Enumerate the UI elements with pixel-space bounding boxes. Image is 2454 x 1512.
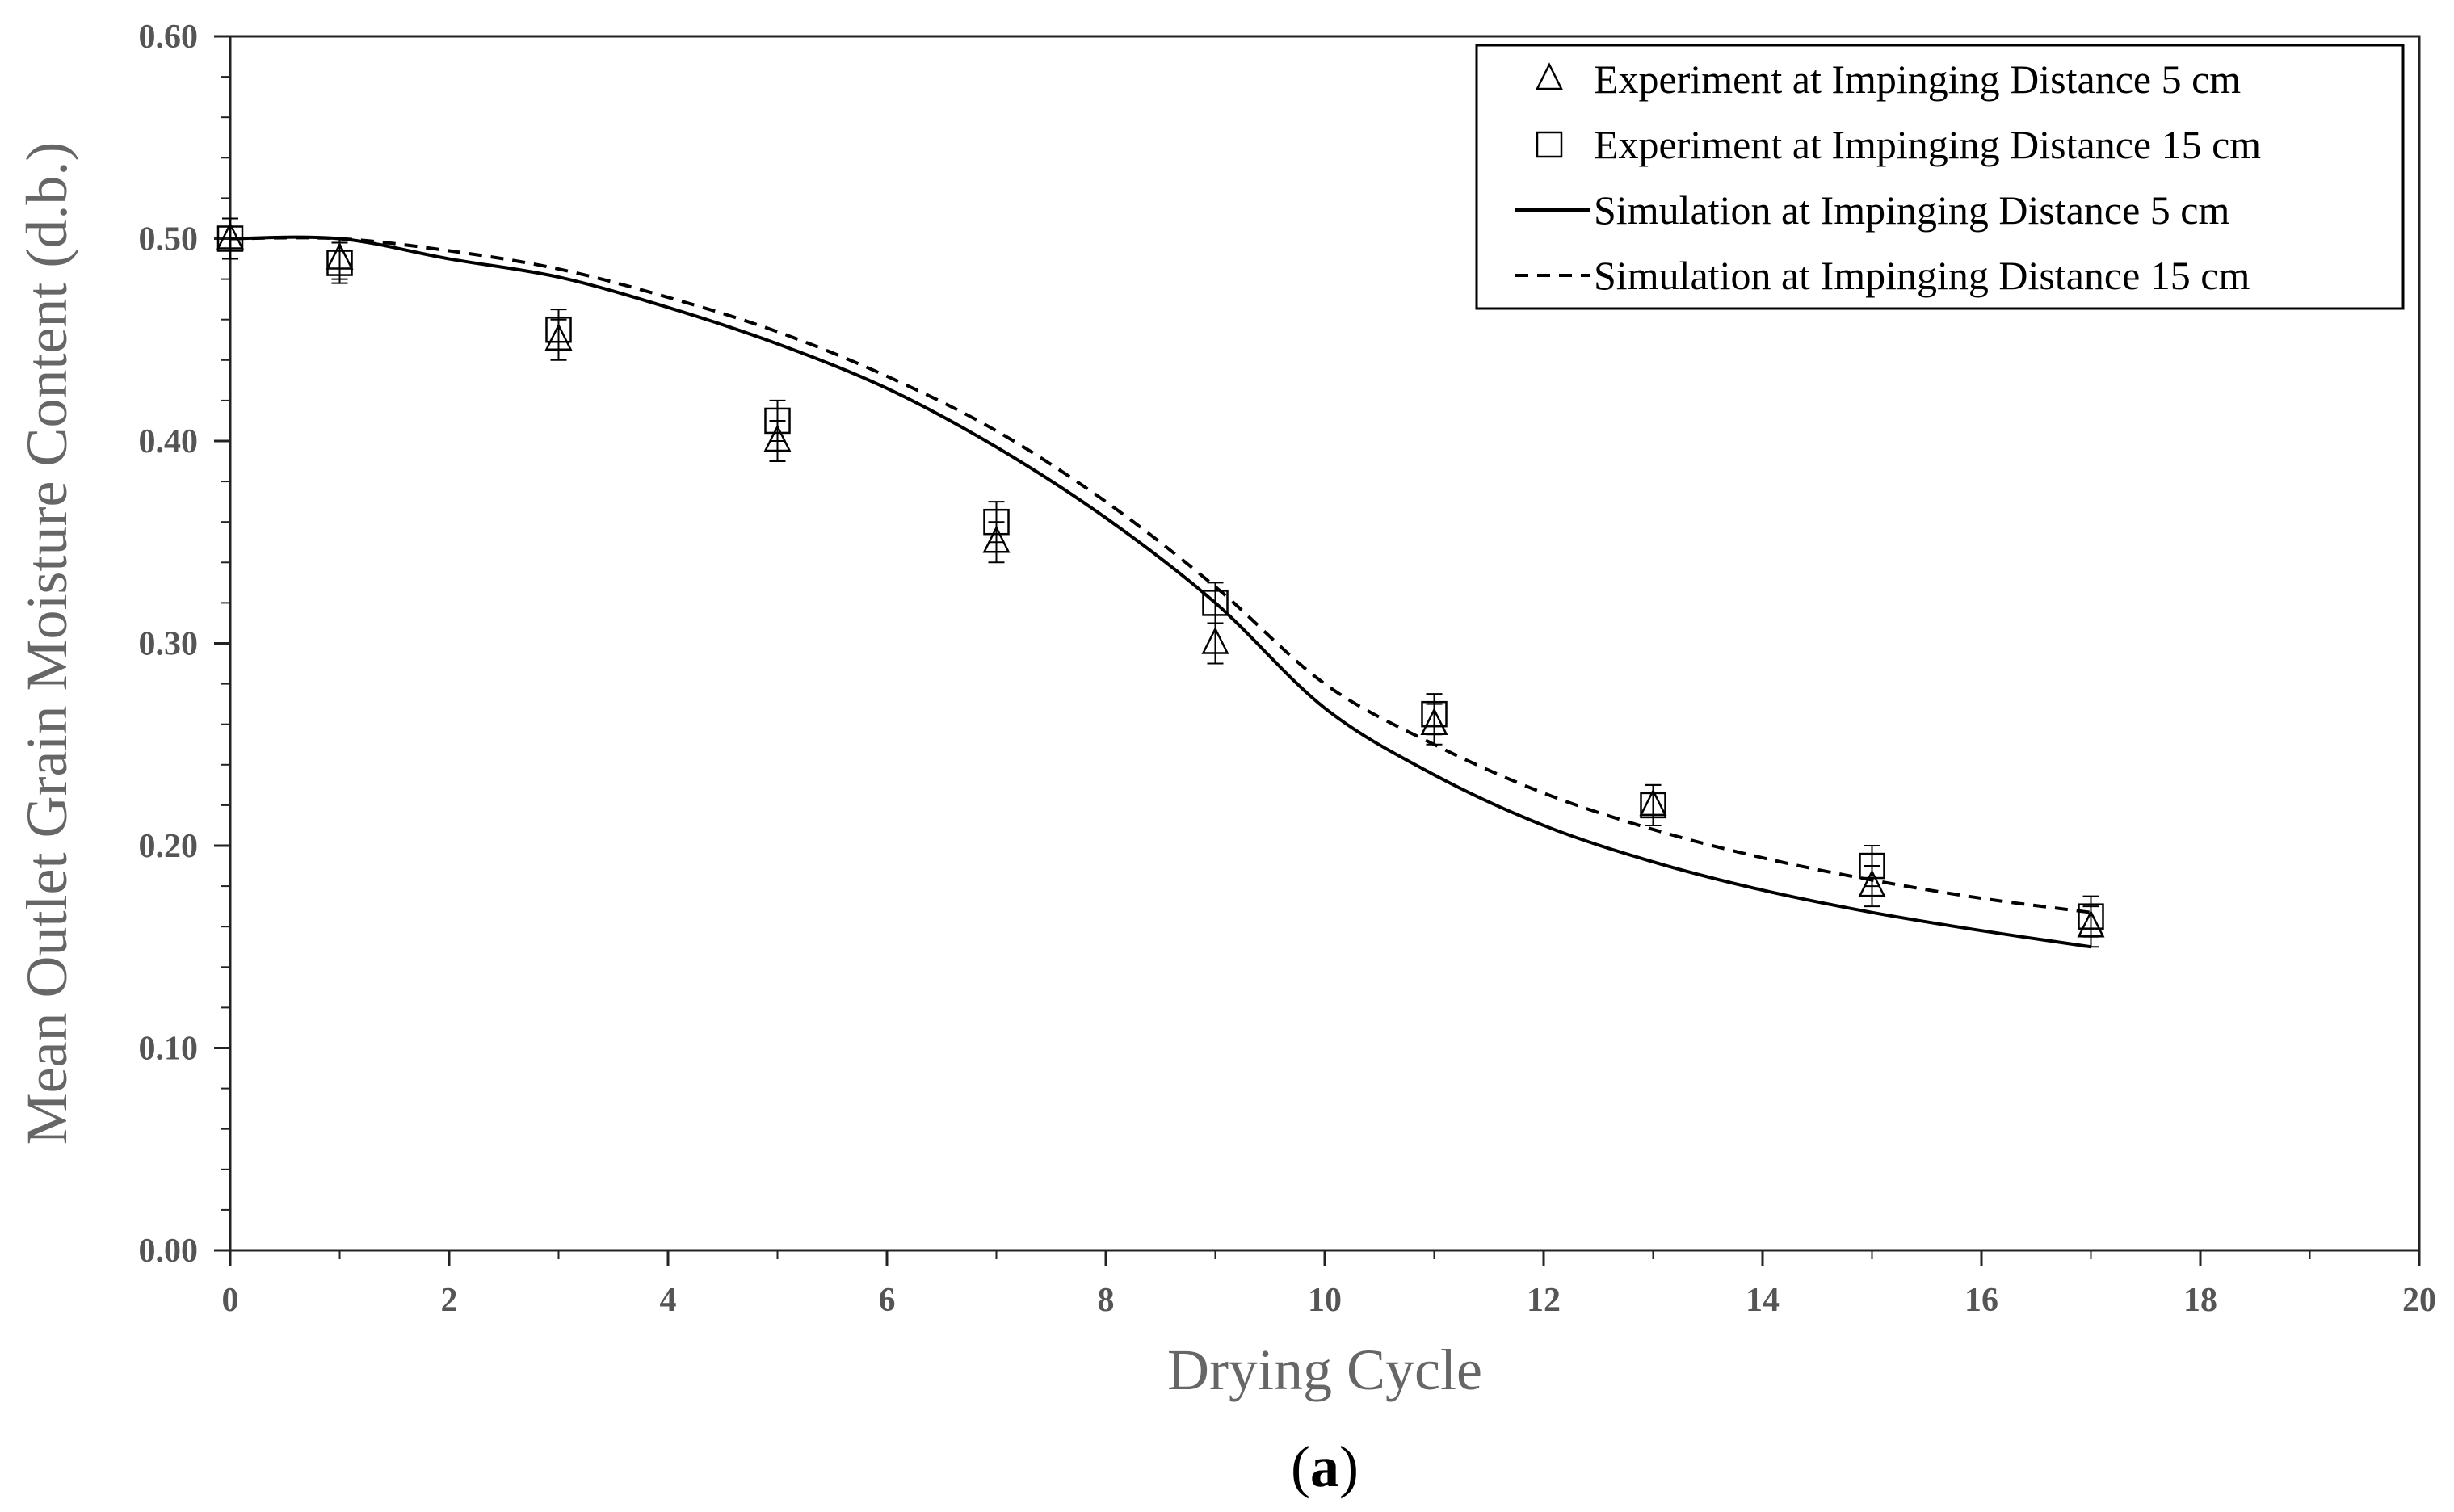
x-tick-label: 16 (1964, 1282, 1998, 1319)
y-tick-label: 0.30 (139, 626, 199, 663)
y-tick-label: 0.20 (139, 828, 199, 865)
y-tick-label: 0.60 (139, 19, 199, 56)
experiment-5cm-point (1201, 626, 1229, 654)
y-axis-title: Mean Outlet Grain Moisture Content (d.b.… (15, 142, 79, 1145)
panel-label-letter: a (1310, 1434, 1339, 1499)
experiment-15cm-point (983, 508, 1010, 536)
y-axis: 0.00 0.10 0.20 0.30 0.40 0.50 0.60 (139, 19, 230, 1270)
y-tick-label: 0.10 (139, 1031, 199, 1068)
legend-label: Experiment at Impinging Distance 15 cm (1594, 122, 2261, 167)
x-axis-title: Drying Cycle (1167, 1338, 1482, 1402)
x-tick-label: 6 (879, 1282, 896, 1319)
simulation-lines (229, 235, 2091, 949)
legend-label: Simulation at Impinging Distance 15 cm (1594, 253, 2250, 298)
experiment-15cm-point (216, 225, 244, 252)
x-tick-label: 2 (441, 1282, 458, 1319)
experiment-5cm-point (982, 525, 1011, 553)
x-axis: 0 2 4 6 8 10 12 14 16 18 20 (222, 1250, 2436, 1319)
legend: Experiment at Impinging Distance 5 cm Exp… (1475, 44, 2405, 310)
experiment-markers (216, 217, 2105, 948)
experiment-5cm-point (763, 424, 792, 452)
experiment-15cm-point (1202, 590, 1229, 616)
experiment-15cm-point (1640, 792, 1666, 819)
x-tick-label: 20 (2402, 1282, 2436, 1319)
simulation-5cm-line (229, 235, 2091, 949)
experiment-15cm-point (1859, 852, 1885, 880)
experiment-15cm-point (764, 407, 791, 435)
legend-label: Simulation at Impinging Distance 5 cm (1594, 187, 2229, 233)
legend-square-icon (1536, 131, 1563, 158)
legend-box (1475, 44, 2405, 310)
y-tick-label: 0.00 (139, 1233, 199, 1270)
x-tick-label: 4 (660, 1282, 677, 1319)
x-tick-label: 10 (1308, 1282, 1342, 1319)
simulation-15cm-line (229, 236, 2091, 914)
panel-label: (a) (1291, 1434, 1359, 1499)
x-tick-label: 14 (1746, 1282, 1780, 1319)
x-tick-label: 8 (1098, 1282, 1115, 1319)
legend-triangle-icon (1535, 62, 1564, 90)
experiment-15cm-point (2078, 903, 2104, 930)
x-tick-label: 18 (2183, 1282, 2217, 1319)
experiment-15cm-point (326, 250, 353, 276)
legend-label: Experiment at Impinging Distance 5 cm (1594, 57, 2241, 102)
y-tick-label: 0.50 (139, 221, 199, 258)
x-tick-label: 0 (222, 1282, 239, 1319)
experiment-15cm-point (545, 316, 572, 343)
x-tick-label: 12 (1527, 1282, 1561, 1319)
y-tick-label: 0.40 (139, 423, 199, 460)
experiment-5cm-point (1858, 869, 1886, 897)
experiment-15cm-point (1421, 700, 1448, 728)
